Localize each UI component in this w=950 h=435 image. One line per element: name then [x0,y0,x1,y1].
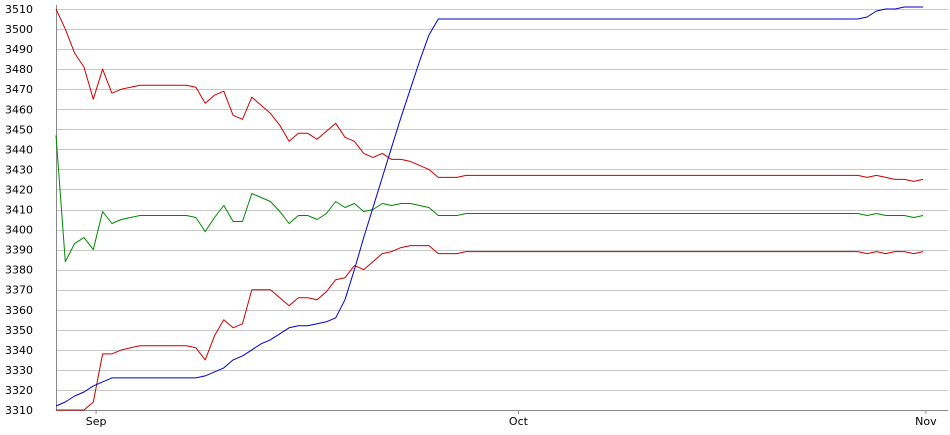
x-tick-labels: Sep Oct Nov [86,410,937,428]
series-line-middle [55,135,924,263]
y-tick-label: 3440 [5,143,33,156]
y-tick-label: 3400 [5,224,33,237]
y-tick-label: 3420 [5,183,33,196]
y-tick-label: 3460 [5,103,33,116]
x-tick-label: Sep [86,415,107,428]
series-line-upper [55,8,924,182]
y-tick-label: 3350 [5,324,33,337]
y-tick-label: 3430 [5,163,33,176]
y-tick-label: 3340 [5,344,33,357]
y-tick-label: 3450 [5,123,33,136]
y-tick-label: 3310 [5,404,33,417]
y-tick-label: 3490 [5,43,33,56]
y-tick-label: 3370 [5,284,33,297]
gridlines [56,9,948,411]
series-line-price [55,6,924,407]
x-tick-label: Oct [509,415,529,428]
series-line-lower [56,245,924,411]
y-tick-label: 3380 [5,264,33,277]
y-tick-label: 3470 [5,83,33,96]
y-tick-label: 3510 [5,3,33,16]
y-tick-labels: 3310 3320 3330 3340 3350 3360 3370 3380 3390 3400… [5,3,33,417]
y-tick-label: 3390 [5,244,33,257]
axes [56,5,948,411]
series-lines [55,6,924,411]
y-tick-label: 3480 [5,63,33,76]
y-tick-label: 3500 [5,23,33,36]
y-tick-label: 3330 [5,364,33,377]
y-tick-label: 3360 [5,304,33,317]
y-tick-label: 3320 [5,384,33,397]
y-tick-label: 3410 [5,204,33,217]
x-tick-label: Nov [915,415,937,428]
